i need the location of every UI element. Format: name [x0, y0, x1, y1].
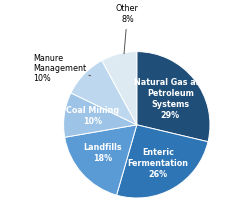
Wedge shape [117, 125, 208, 198]
Wedge shape [65, 125, 137, 195]
Wedge shape [64, 93, 137, 137]
Wedge shape [102, 52, 137, 125]
Text: Manure
Management
10%: Manure Management 10% [33, 53, 91, 83]
Text: Landfills
18%: Landfills 18% [84, 143, 122, 163]
Text: Coal Mining
10%: Coal Mining 10% [66, 106, 119, 126]
Wedge shape [137, 52, 210, 142]
Wedge shape [71, 60, 137, 125]
Text: Other
8%: Other 8% [116, 4, 139, 54]
Text: Natural Gas and
Petroleum
Systems
29%: Natural Gas and Petroleum Systems 29% [134, 78, 207, 120]
Text: Enteric
Fermentation
26%: Enteric Fermentation 26% [128, 148, 188, 179]
